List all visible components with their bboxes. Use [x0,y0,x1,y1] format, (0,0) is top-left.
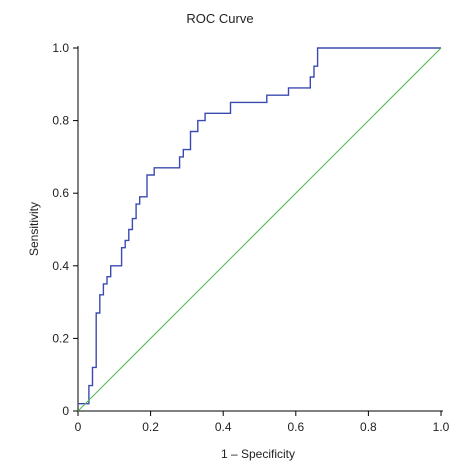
y-tick-label: 0.6 [52,186,69,200]
x-tick-label: 0.2 [142,420,159,434]
y-tick-label: 0 [62,404,69,418]
y-axis-label: Sensitivity [27,202,41,256]
chart-title: ROC Curve [186,11,253,26]
y-tick-label: 0.4 [52,259,69,273]
y-tick-label: 1.0 [52,41,69,55]
roc-curve-line [78,47,441,405]
x-tick-label: 1.0 [433,420,450,434]
x-axis-label: 1 – Specificity [221,447,295,461]
x-tick-label: 0.8 [360,420,377,434]
x-tick-label: 0.4 [215,420,232,434]
y-tick-label: 0.8 [52,114,69,128]
y-tick-label: 0.2 [52,331,69,345]
plot-area: 0 0.2 0.4 0.6 0.8 1.0 0 0.2 0.4 0.6 0.8 1.0 [52,41,449,434]
x-tick-label: 0.6 [287,420,304,434]
reference-diagonal-line [77,47,442,412]
x-tick-label: 0 [75,420,82,434]
